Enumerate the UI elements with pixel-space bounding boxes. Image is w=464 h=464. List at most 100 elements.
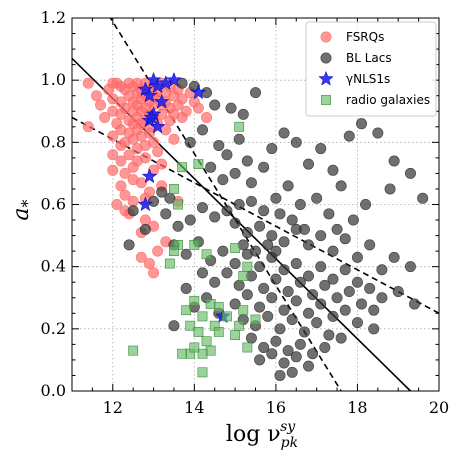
point-bl-lacs [270,192,282,204]
legend-marker [320,52,332,64]
point--nls1s [166,71,182,87]
point-bl-lacs [233,279,245,291]
point-bl-lacs [368,323,380,335]
point-bl-lacs [298,223,310,235]
point-bl-lacs [217,174,229,186]
point--nls1s [143,109,160,125]
point-fsrqs [127,195,139,207]
point-radio-galaxies [205,299,216,309]
point-radio-galaxies [128,345,139,356]
point-fsrqs [82,77,94,89]
point-bl-lacs [303,360,315,372]
point-bl-lacs [156,186,168,198]
point-radio-galaxies [177,348,187,359]
point--nls1s [145,71,162,87]
y-tick-label: 0.8 [41,132,66,151]
bound-line [109,18,342,391]
point-bl-lacs [323,329,335,341]
point-bl-lacs [331,223,343,235]
x-tick-label: 20 [429,398,449,417]
point-bl-lacs [229,217,241,229]
x-axis-title: log νpksy [226,419,298,451]
point-radio-galaxies [234,320,245,331]
point-fsrqs [119,167,131,179]
point-radio-galaxies [169,184,179,194]
point-bl-lacs [229,298,241,310]
point-bl-lacs [343,130,355,142]
point-fsrqs [107,164,119,176]
point-bl-lacs [315,230,327,242]
point-radio-galaxies [230,243,241,253]
point-fsrqs [115,155,127,167]
point-radio-galaxies [201,249,212,260]
point-bl-lacs [127,205,139,217]
point-bl-lacs [266,230,278,242]
point-bl-lacs [360,199,372,211]
point--nls1s [141,168,158,184]
point-bl-lacs [258,282,270,294]
point-radio-galaxies [197,311,208,322]
point-bl-lacs [290,295,302,307]
point-bl-lacs [327,273,339,285]
point-bl-lacs [307,348,319,360]
point-bl-lacs [209,276,221,288]
point-fsrqs [148,267,160,279]
point-bl-lacs [364,239,376,251]
point-bl-lacs [184,136,196,148]
point-bl-lacs [335,332,347,344]
point-bl-lacs [315,261,327,273]
point-bl-lacs [356,118,368,130]
point-radio-galaxies [234,121,245,132]
point-bl-lacs [217,245,229,257]
point-bl-lacs [221,205,233,217]
point-bl-lacs [417,192,429,204]
point-fsrqs [168,133,180,145]
point-bl-lacs [278,236,290,248]
point-fsrqs [123,149,135,161]
point-fsrqs [135,177,147,189]
point-bl-lacs [339,233,351,245]
point-bl-lacs [274,323,286,335]
x-tick-label: 18 [347,398,367,417]
point-bl-lacs [245,195,257,207]
point-fsrqs [111,199,123,211]
point-bl-lacs [266,292,278,304]
point-radio-galaxies [193,159,204,169]
point-bl-lacs [205,161,217,173]
point-fsrqs [180,105,192,117]
point-fsrqs [95,99,107,111]
point-bl-lacs [196,202,208,214]
point-radio-galaxies [205,345,216,356]
point-bl-lacs [290,351,302,363]
legend-label: FSRQs [346,30,384,44]
point-fsrqs [201,111,213,123]
point-fsrqs [143,258,155,270]
point-bl-lacs [286,214,298,226]
point-bl-lacs [254,261,266,273]
point-radio-galaxies [193,327,204,337]
point-bl-lacs [254,301,266,313]
point-bl-lacs [327,164,339,176]
point-fsrqs [135,251,147,263]
point-bl-lacs [303,307,315,319]
point-bl-lacs [286,314,298,326]
point-bl-lacs [290,136,302,148]
point-radio-galaxies [197,348,208,359]
point-bl-lacs [327,310,339,322]
tick-labels: 12 14 16 18 20 0.0 0.2 0.4 0.6 0.8 1.0 1.2 [41,8,450,417]
point-bl-lacs [225,102,237,114]
point-bl-lacs [262,310,274,322]
point-fsrqs [176,93,188,105]
point-bl-lacs [241,289,253,301]
y-tick-label: 0.4 [41,257,66,276]
point-bl-lacs [307,289,319,301]
point-bl-lacs [409,298,421,310]
point-bl-lacs [315,298,327,310]
point-bl-lacs [303,239,315,251]
point-bl-lacs [294,276,306,288]
point-bl-lacs [376,292,388,304]
point-bl-lacs [148,195,160,207]
point-bl-lacs [282,345,294,357]
legend-marker [320,31,332,43]
point-bl-lacs [327,245,339,257]
